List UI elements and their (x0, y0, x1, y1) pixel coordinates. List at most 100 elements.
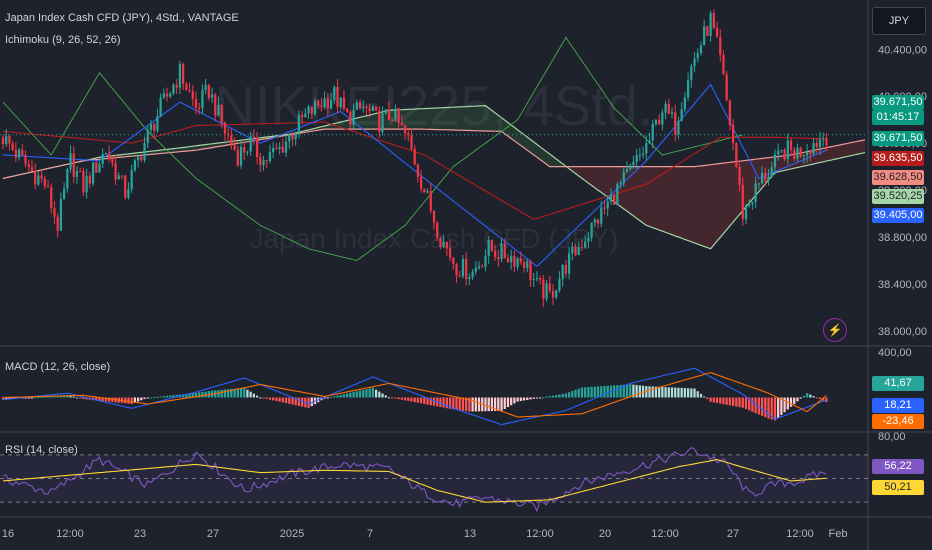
cloud-fill (176, 147, 180, 153)
lightning-icon[interactable]: ⚡ (823, 318, 847, 342)
candle (442, 241, 445, 248)
macd-histogram-bar (75, 397, 79, 399)
candle (188, 90, 191, 92)
candle (294, 132, 297, 140)
candle (391, 119, 394, 122)
candle (140, 156, 143, 161)
candle (162, 93, 165, 98)
time-axis-tick: 12:00 (56, 528, 84, 540)
macd-histogram-bar (371, 387, 375, 398)
macd-histogram-bar (526, 397, 529, 400)
cloud-fill (366, 115, 370, 130)
candle (50, 187, 53, 209)
candle (458, 275, 461, 277)
candle (342, 97, 346, 109)
candle (79, 170, 82, 172)
macd-histogram-bar (185, 393, 188, 398)
candle (278, 146, 281, 149)
macd-histogram-bar (252, 393, 256, 398)
macd-legend[interactable]: MACD (12, 26, close) (5, 361, 111, 373)
macd-histogram-bar (394, 397, 397, 399)
macd-histogram-bar (744, 397, 748, 410)
base-line-tag: 39.405,00 (872, 208, 924, 223)
candle (34, 170, 37, 185)
candle (709, 13, 712, 36)
macd-histogram-bar (503, 397, 506, 410)
candle (101, 154, 104, 164)
rsi-legend[interactable]: RSI (14, close) (5, 444, 78, 456)
tenkan-tag: 39.671,50 (872, 131, 924, 146)
macd-histogram-bar (34, 397, 37, 399)
macd-histogram-bar (333, 396, 336, 398)
time-axis-tick: 20 (599, 528, 611, 540)
macd-histogram-bar (146, 397, 149, 399)
candle (564, 264, 567, 274)
macd-histogram-bar (686, 388, 690, 398)
macd-histogram-bar (773, 397, 777, 421)
candle (715, 28, 719, 38)
candle (127, 189, 130, 198)
candle (754, 183, 757, 202)
macd-histogram-bar (622, 384, 625, 398)
macd-histogram-bar (558, 394, 561, 398)
macd-histogram-bar (738, 397, 741, 408)
candle (436, 222, 439, 238)
macd-histogram-bar (43, 396, 46, 398)
cloud-fill (845, 143, 849, 157)
cloud-fill (411, 109, 415, 130)
currency-button[interactable]: JPY (872, 7, 926, 35)
macd-histogram-bar (432, 397, 436, 406)
candle (165, 93, 169, 97)
rsi-ma-line (2, 459, 827, 503)
cloud-fill (437, 107, 441, 130)
candle (777, 150, 780, 155)
cloud-fill (749, 159, 753, 204)
candle (8, 136, 11, 144)
cloud-fill (816, 148, 820, 164)
cloud-fill (479, 105, 483, 131)
cloud-fill (536, 144, 541, 160)
candle (153, 124, 156, 131)
macd-histogram-bar (56, 395, 59, 398)
cloud-fill (697, 165, 701, 246)
macd-histogram-bar (227, 389, 230, 398)
candle (603, 207, 606, 209)
candle (17, 149, 21, 158)
candle (124, 175, 127, 198)
candle (236, 149, 239, 166)
candle (468, 277, 471, 280)
cloud-fill (729, 161, 734, 226)
cloud-fill (543, 149, 547, 165)
macd-histogram-bar (336, 395, 339, 398)
macd-histogram-bar (619, 384, 622, 398)
candle (654, 119, 658, 124)
macd-histogram-bar (423, 397, 426, 404)
candle (651, 123, 654, 141)
macd-histogram-bar (548, 396, 551, 398)
cloud-fill (446, 107, 451, 130)
cloud-fill (430, 108, 434, 130)
ichimoku-legend[interactable]: Ichimoku (9, 26, 52, 26) (5, 34, 121, 46)
cloud-fill (858, 140, 862, 154)
watermark-symbol: NIKKEI225, 4Std. (215, 74, 654, 137)
candle (558, 279, 561, 291)
candle (362, 107, 365, 109)
candle (696, 53, 699, 59)
macd-histogram-bar (741, 397, 744, 408)
candle (539, 277, 542, 280)
candle (577, 246, 580, 255)
macd-histogram-bar (230, 388, 233, 398)
macd-histogram-bar (410, 397, 413, 402)
macd-histogram-bar (265, 397, 268, 399)
macd-histogram-bar (439, 397, 442, 407)
candle (207, 85, 210, 98)
cloud-fill (414, 108, 418, 130)
candle (664, 103, 667, 113)
macd-histogram-bar (564, 393, 567, 398)
cloud-fill (649, 166, 653, 228)
candle (37, 175, 40, 185)
macd-histogram-bar (98, 397, 101, 401)
candle (712, 13, 715, 29)
macd-histogram-bar (362, 389, 365, 398)
